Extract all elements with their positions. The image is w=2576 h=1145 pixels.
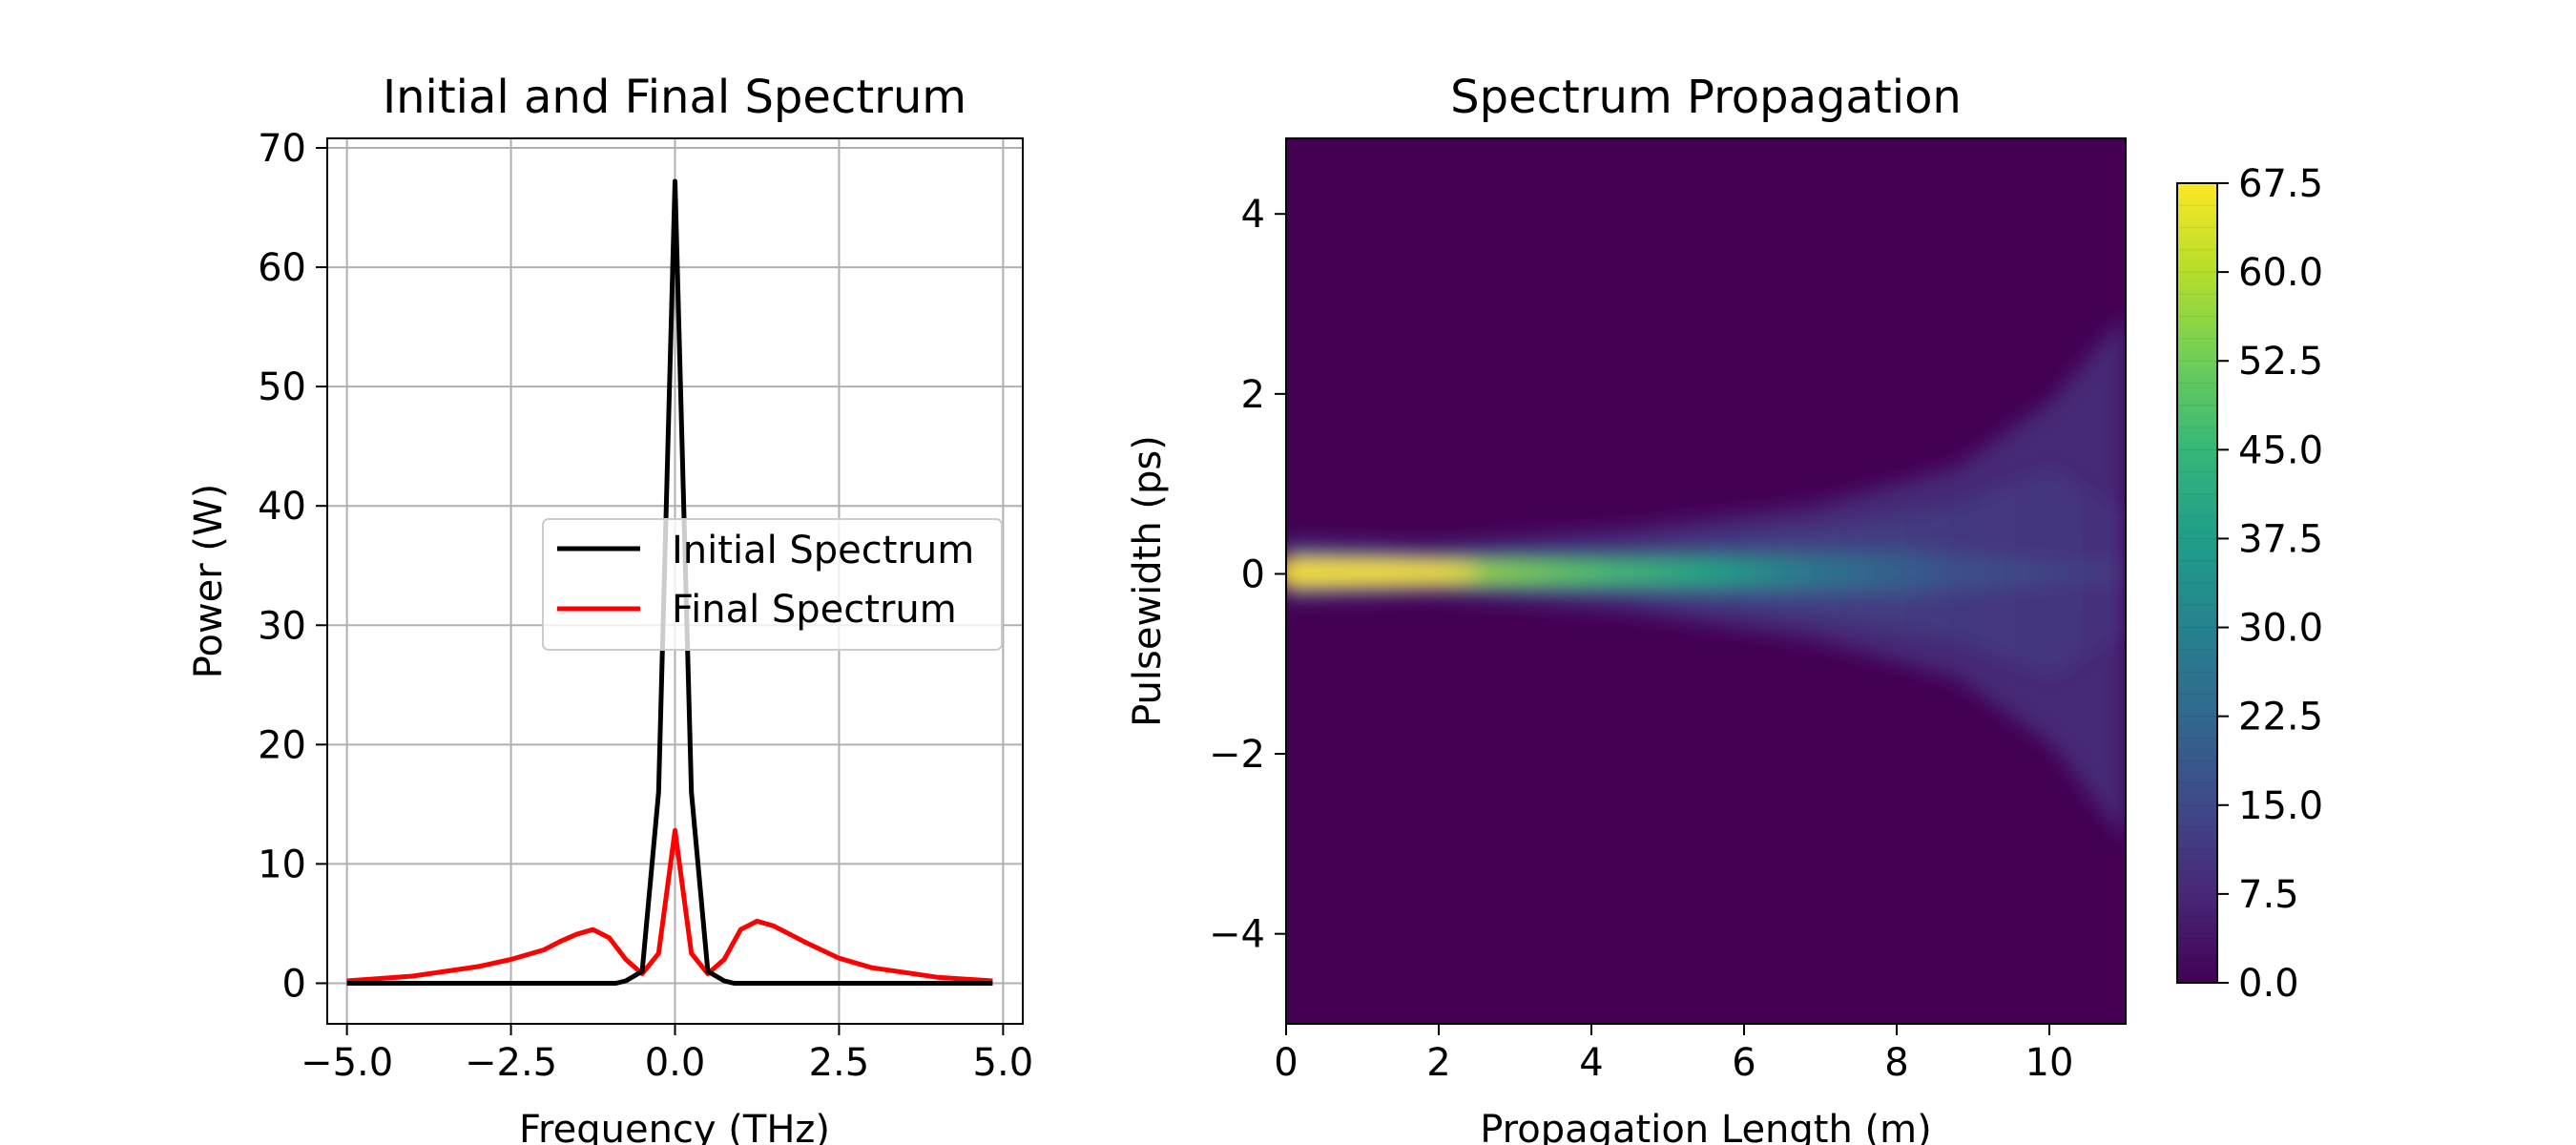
colorbar-tick-label: 15.0	[2238, 784, 2323, 828]
series-line-final-spectrum	[346, 827, 993, 984]
x-tick-label: 2	[1426, 1041, 1450, 1085]
legend-label-final: Final Spectrum	[672, 588, 957, 632]
x-ticks: 0 2 4 6 8 10	[1274, 1024, 2073, 1085]
y-tick-label: 2	[1241, 373, 1265, 417]
x-tick-label: −2.5	[465, 1041, 557, 1085]
heat-core	[1286, 552, 2126, 593]
y-tick-label: −4	[1209, 913, 1265, 957]
heat-hotspot	[1286, 561, 1479, 584]
legend: Initial Spectrum Final Spectrum	[542, 518, 1003, 651]
y-axis-label: Pulsewidth (ps)	[1126, 435, 1170, 727]
legend-label-initial: Initial Spectrum	[672, 529, 974, 572]
x-tick-label: −5.0	[301, 1041, 393, 1085]
colorbar-tick-label: 52.5	[2238, 340, 2323, 384]
colorbar-frame	[2176, 182, 2218, 984]
x-tick-label: 8	[1884, 1041, 1908, 1085]
spectrum-line-chart: −5.0 −2.5 0.0 2.5 5.0 0 10 20 30 40 50 60 70 Initia…	[187, 71, 1033, 1145]
colorbar-tick-label: 0.0	[2238, 962, 2299, 1006]
colorbar: 0.0 7.5 15.0 22.5 30.0 37.5 45.0 52.5 60.0 67.5	[2176, 162, 2323, 1006]
heatmap-beam	[1286, 315, 2126, 840]
x-ticks: −5.0 −2.5 0.0 2.5 5.0	[301, 1024, 1033, 1085]
y-tick-label: 50	[258, 365, 306, 409]
colorbar-tick-label: 60.0	[2238, 251, 2323, 295]
x-tick-label: 5.0	[973, 1041, 1034, 1085]
x-tick-label: 10	[2025, 1041, 2074, 1085]
y-ticks: 0 10 20 30 40 50 60 70	[258, 127, 327, 1006]
x-axis-label: Frequency (THz)	[519, 1108, 830, 1145]
x-tick-label: 2.5	[809, 1041, 870, 1085]
y-tick-label: 4	[1241, 193, 1265, 237]
y-axis-label: Power (W)	[187, 484, 231, 678]
x-tick-label: 6	[1732, 1041, 1755, 1085]
legend-box	[542, 518, 1003, 651]
series-group	[346, 178, 993, 986]
x-tick-label: 0	[1274, 1041, 1298, 1085]
colorbar-tick-label: 67.5	[2238, 162, 2323, 206]
x-tick-label: 0.0	[645, 1041, 706, 1085]
colorbar-ticks: 0.0 7.5 15.0 22.5 30.0 37.5 45.0 52.5 60.0 67.5	[2217, 162, 2323, 1006]
y-tick-label: 40	[258, 485, 306, 529]
y-tick-label: 60	[258, 246, 306, 290]
propagation-heatmap: 0 2 4 6 8 10 −4 −2 0 2 4 Spectrum Propagation Pro…	[1126, 71, 2323, 1145]
chart-title: Spectrum Propagation	[1450, 71, 1962, 124]
axes-frame	[1285, 137, 2127, 1025]
colorbar-band-lines	[2177, 204, 2217, 962]
x-axis-label: Propagation Length (m)	[1480, 1108, 1931, 1145]
y-tick-label: 0	[1241, 552, 1265, 596]
y-tick-label: −2	[1209, 733, 1265, 777]
chart-title: Initial and Final Spectrum	[383, 71, 966, 124]
y-tick-label: 20	[258, 723, 306, 767]
colorbar-tick-label: 30.0	[2238, 607, 2323, 651]
series-line-initial-spectrum	[346, 178, 993, 986]
colorbar-tick-label: 7.5	[2238, 873, 2299, 917]
x-tick-label: 4	[1579, 1041, 1603, 1085]
colorbar-tick-label: 37.5	[2238, 517, 2323, 561]
heatmap-field	[1286, 138, 2126, 1024]
colorbar-tick-label: 45.0	[2238, 428, 2323, 472]
y-ticks: −4 −2 0 2 4	[1209, 193, 1286, 957]
y-tick-label: 70	[258, 127, 306, 171]
y-tick-label: 10	[258, 843, 306, 886]
colorbar-tick-label: 22.5	[2238, 696, 2323, 739]
y-tick-label: 0	[282, 962, 306, 1006]
y-tick-label: 30	[258, 604, 306, 648]
colorbar-gradient	[2177, 183, 2217, 983]
